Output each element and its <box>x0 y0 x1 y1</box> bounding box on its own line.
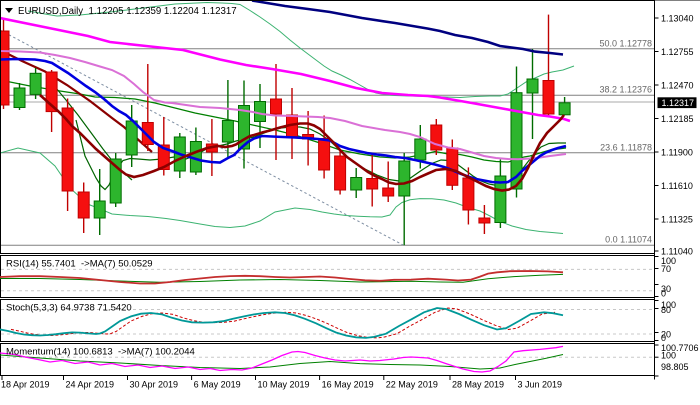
svg-text:30: 30 <box>661 284 671 294</box>
svg-text:98.805: 98.805 <box>661 362 689 372</box>
svg-text:1.12755: 1.12755 <box>661 47 694 57</box>
svg-text:0: 0 <box>661 333 666 343</box>
svg-text:16 May 2019: 16 May 2019 <box>322 380 374 390</box>
svg-text:1.11610: 1.11610 <box>661 181 693 191</box>
svg-text:1.12470: 1.12470 <box>661 81 694 91</box>
svg-text:0.0 1.11074: 0.0 1.11074 <box>605 235 652 245</box>
svg-text:23.6 1.11878: 23.6 1.11878 <box>600 142 652 152</box>
svg-text:10 May 2019: 10 May 2019 <box>258 380 310 390</box>
svg-text:80: 80 <box>661 305 671 315</box>
svg-text:100.7706: 100.7706 <box>661 343 699 353</box>
svg-text:3 Jun 2019: 3 Jun 2019 <box>518 380 563 390</box>
svg-text:50.0 1.12778: 50.0 1.12778 <box>599 38 652 48</box>
svg-text:70: 70 <box>661 264 671 274</box>
svg-text:22 May 2019: 22 May 2019 <box>386 380 438 390</box>
svg-text:Momentum(14) 100.6813 ->MA(7): Momentum(14) 100.6813 ->MA(7) 100.2044 <box>6 347 195 358</box>
svg-text:EURUSD,Daily 1.12205 1.12359: EURUSD,Daily 1.12205 1.12359 1.12204 1.1… <box>18 6 237 17</box>
svg-text:RSI(14) 55.7401 ->MA(7) 50.05: RSI(14) 55.7401 ->MA(7) 50.0529 <box>6 259 153 270</box>
svg-text:28 May 2019: 28 May 2019 <box>452 380 504 390</box>
svg-text:0: 0 <box>661 289 666 299</box>
svg-text:1.12185: 1.12185 <box>661 114 694 124</box>
svg-text:24 Apr 2019: 24 Apr 2019 <box>66 380 115 390</box>
svg-text:1.11900: 1.11900 <box>661 148 693 158</box>
svg-text:1.12317: 1.12317 <box>662 98 695 108</box>
svg-text:1.13040: 1.13040 <box>661 14 694 24</box>
svg-text:1.11040: 1.11040 <box>661 247 693 257</box>
svg-text:100: 100 <box>661 300 676 310</box>
svg-text:18 Apr 2019: 18 Apr 2019 <box>1 380 50 390</box>
svg-text:100: 100 <box>661 351 676 361</box>
svg-text:1.11325: 1.11325 <box>661 215 693 225</box>
svg-text:Stoch(5,3,3) 64.9738 71.5420: Stoch(5,3,3) 64.9738 71.5420 <box>6 303 132 314</box>
svg-text:20: 20 <box>661 330 671 340</box>
svg-text:38.2 1.12376: 38.2 1.12376 <box>599 85 652 95</box>
svg-text:6 May 2019: 6 May 2019 <box>194 380 241 390</box>
svg-text:100: 100 <box>661 256 676 266</box>
svg-text:30 Apr 2019: 30 Apr 2019 <box>130 380 179 390</box>
